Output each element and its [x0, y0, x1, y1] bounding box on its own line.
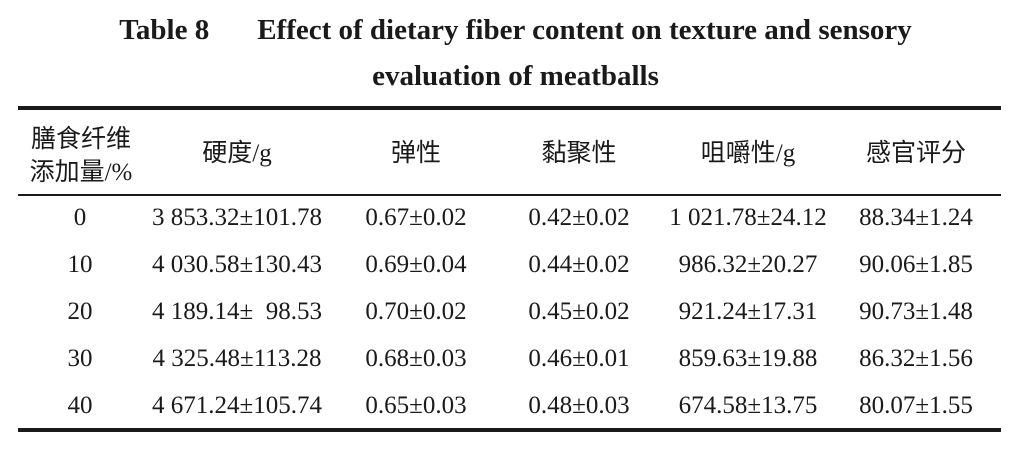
table-cell-cohesiveness: 0.48±0.03 [528, 392, 630, 419]
table-title-line1: Effect of dietary fiber content on textu… [257, 14, 912, 46]
header-rule [18, 194, 1001, 196]
table-cell-sensory-score: 88.34±1.24 [859, 204, 973, 231]
header-springiness: 弹性 [390, 140, 441, 167]
table-cell-hardness: 4 189.14± 98.53 [152, 298, 322, 325]
table-title-line2: evaluation of meatballs [372, 60, 659, 92]
table-cell-sensory-score: 80.07±1.55 [859, 392, 973, 419]
table-cell-chewiness: 859.63±19.88 [678, 345, 818, 372]
table-cell-chewiness: 921.24±17.31 [678, 298, 818, 325]
table-cell-cohesiveness: 0.46±0.01 [528, 345, 630, 372]
top-rule [18, 106, 1001, 110]
table-cell-fiber-content: 20 [67, 298, 93, 325]
table-cell-fiber-content: 30 [67, 345, 93, 372]
table-cell-chewiness: 674.58±13.75 [678, 392, 818, 419]
header-fiber-content: 膳食纤维 添加量/% [22, 123, 140, 189]
table-caption: Table 8 Effect of dietary fiber content o… [0, 16, 1031, 45]
table-cell-hardness: 4 325.48±113.28 [152, 345, 322, 372]
table-cell-chewiness: 986.32±20.27 [678, 251, 818, 278]
table-cell-cohesiveness: 0.45±0.02 [528, 298, 630, 325]
header-hardness: 硬度/g [202, 140, 272, 167]
table-cell-springiness: 0.69±0.04 [365, 251, 467, 278]
header-fiber-content-line1: 膳食纤维 [30, 126, 131, 153]
table-cell-hardness: 4 030.58±130.43 [152, 251, 322, 278]
table-cell-chewiness: 1 021.78±24.12 [669, 204, 827, 231]
table-cell-springiness: 0.70±0.02 [365, 298, 467, 325]
table-cell-springiness: 0.68±0.03 [365, 345, 467, 372]
table-cell-fiber-content: 40 [67, 392, 93, 419]
header-cohesiveness: 黏聚性 [541, 140, 617, 167]
table-cell-hardness: 3 853.32±101.78 [152, 204, 322, 231]
table-cell-sensory-score: 90.06±1.85 [859, 251, 973, 278]
table-label: Table 8 [119, 14, 210, 46]
table-cell-sensory-score: 86.32±1.56 [859, 345, 973, 372]
table-cell-sensory-score: 90.73±1.48 [859, 298, 973, 325]
bottom-rule [18, 428, 1001, 432]
table-cell-springiness: 0.67±0.02 [365, 204, 467, 231]
table-cell-cohesiveness: 0.44±0.02 [528, 251, 630, 278]
table-cell-hardness: 4 671.24±105.74 [152, 392, 322, 419]
table-cell-cohesiveness: 0.42±0.02 [528, 204, 630, 231]
header-fiber-content-line2: 添加量/% [29, 159, 133, 186]
table-cell-fiber-content: 0 [73, 204, 87, 231]
table-cell-fiber-content: 10 [67, 251, 93, 278]
header-chewiness: 咀嚼性/g [700, 140, 796, 167]
header-sensory-score: 感官评分 [865, 140, 966, 167]
table-cell-springiness: 0.65±0.03 [365, 392, 467, 419]
